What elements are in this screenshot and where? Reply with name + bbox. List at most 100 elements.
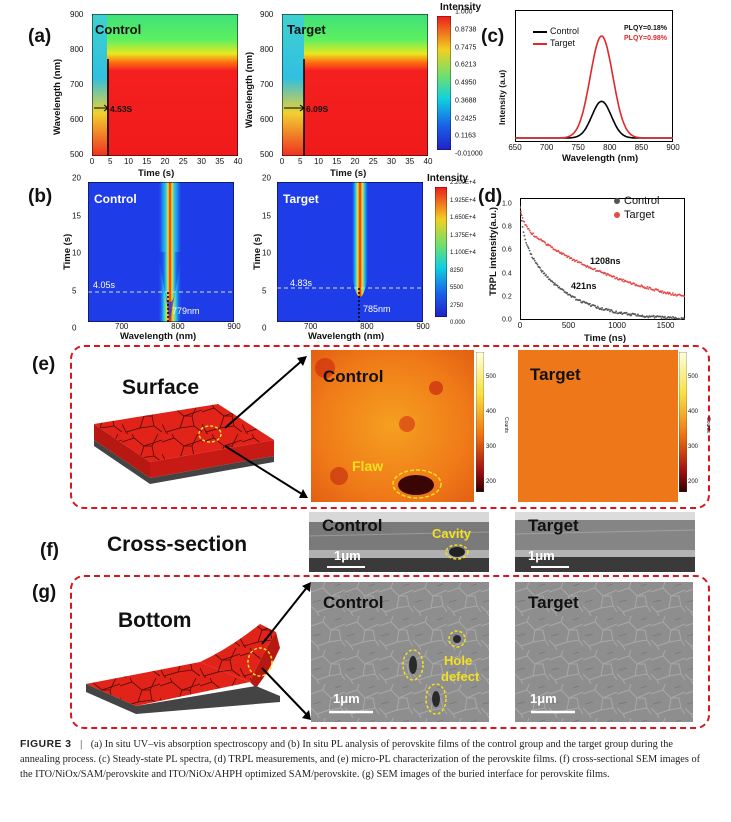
- a-colorbar-tick: 0.3688: [455, 97, 476, 104]
- panel-label-d: (d): [478, 186, 502, 208]
- f-target-scale: 1μm: [528, 548, 555, 563]
- b-ytick: 15: [72, 211, 81, 220]
- b-xtick: 700: [304, 322, 317, 331]
- d-point: [547, 276, 549, 278]
- panel-label-a: (a): [28, 26, 51, 48]
- d-xlabel: Time (ns): [584, 333, 626, 344]
- a-ytick: 800: [70, 45, 83, 54]
- d-point: [615, 310, 617, 312]
- d-point: [522, 226, 524, 228]
- d-xtick: 0: [518, 321, 522, 330]
- a-xtick: 10: [314, 157, 323, 166]
- e-colorbar-tick: 200: [486, 479, 496, 485]
- a-xtick: 30: [197, 157, 206, 166]
- e-target-colorbar: [679, 352, 687, 492]
- d-point: [539, 267, 541, 269]
- d-point: [653, 315, 655, 317]
- d-point: [661, 318, 663, 320]
- a-colorbar-tick: -0.01000: [455, 151, 483, 158]
- c-xtick: 900: [666, 143, 679, 152]
- a-xtick: 10: [124, 157, 133, 166]
- b-colorbar-tick: 0.000: [450, 320, 465, 326]
- f-control-title: Control: [322, 516, 382, 536]
- d-point: [620, 278, 622, 280]
- a-xtick: 15: [332, 157, 341, 166]
- d-point: [634, 313, 636, 315]
- c-series-control: [515, 101, 673, 138]
- d-point: [544, 272, 546, 274]
- b-target-title: Target: [283, 192, 319, 206]
- d-point: [574, 296, 576, 298]
- g-target-title: Target: [528, 593, 579, 613]
- g-control-title: Control: [323, 593, 383, 613]
- d-point: [552, 282, 554, 284]
- d-point: [621, 280, 623, 282]
- d-point: [622, 279, 624, 281]
- panel-label-f: (f): [40, 540, 59, 562]
- g-defect-label-1: Hole: [444, 653, 472, 668]
- d-point: [558, 286, 560, 288]
- a-xtick: 40: [234, 157, 243, 166]
- d-point: [525, 224, 527, 226]
- d-xtick: 500: [562, 321, 575, 330]
- d-point: [654, 290, 656, 292]
- b-xtick: 800: [171, 322, 184, 331]
- c-plqy-control: PLQY=0.18%: [624, 25, 667, 32]
- b-colorbar-tick: 1.100E+4: [450, 250, 476, 256]
- d-point: [613, 276, 615, 278]
- g-target-scale: 1μm: [530, 691, 557, 706]
- d-point: [579, 299, 581, 301]
- a-colorbar-tick: 0.4950: [455, 80, 476, 87]
- figure-caption: FIGURE 3 | (a) In situ UV–vis absorption…: [20, 737, 712, 782]
- panel-label-g: (g): [32, 582, 56, 604]
- d-legend-target: Target: [614, 209, 655, 221]
- a-xtick: 5: [298, 157, 302, 166]
- d-point: [637, 313, 639, 315]
- d-lifetime-target: 1208ns: [590, 256, 621, 266]
- d-point: [589, 303, 591, 305]
- d-point: [565, 255, 567, 257]
- b-control-peak: 779nm: [172, 306, 200, 316]
- e-control-title: Control: [323, 367, 383, 387]
- d-ytick: 1.0: [502, 200, 512, 207]
- e-control-colorbar: [476, 352, 484, 492]
- d-point: [571, 257, 573, 259]
- d-series-target: [520, 207, 685, 297]
- d-point: [520, 211, 522, 213]
- c-plqy-target: PLQY=0.98%: [624, 35, 667, 42]
- a-colorbar-tick: 0.1163: [455, 133, 476, 140]
- b-ytick: 5: [72, 286, 76, 295]
- d-point: [620, 311, 622, 313]
- d-point: [609, 311, 611, 313]
- a-target-mark: 6.09S: [306, 104, 328, 114]
- e-heading: Surface: [122, 376, 199, 400]
- a-colorbar-tick: 0.2425: [455, 115, 476, 122]
- a-xlabel-target: Time (s): [330, 168, 366, 179]
- d-point: [594, 305, 596, 307]
- a-control-title: Control: [95, 22, 141, 37]
- g-defect-label-2: defect: [441, 669, 479, 684]
- c-xtick: 850: [635, 143, 648, 152]
- d-point: [536, 262, 538, 264]
- d-point: [597, 306, 599, 308]
- d-point: [616, 277, 618, 279]
- c-xtick: 800: [603, 143, 616, 152]
- d-point: [537, 264, 539, 266]
- a-xtick: 35: [405, 157, 414, 166]
- b-colorbar-tick: 1.375E+4: [450, 233, 476, 239]
- d-point: [646, 288, 648, 290]
- b-xtick: 900: [227, 322, 240, 331]
- d-point: [526, 226, 528, 228]
- b-colorbar-tick: 5500: [450, 285, 463, 291]
- d-point: [563, 290, 565, 292]
- d-point: [662, 290, 664, 292]
- d-ytick: 0.2: [502, 293, 512, 300]
- d-point: [648, 288, 650, 290]
- b-ytick: 20: [72, 174, 81, 183]
- e-colorbar-tick: 300: [688, 444, 698, 450]
- a-ytick: 600: [260, 115, 273, 124]
- b-xtick: 800: [360, 322, 373, 331]
- a-colorbar-tick: 0.8738: [455, 26, 476, 33]
- d-point: [664, 316, 666, 318]
- d-point: [528, 247, 530, 249]
